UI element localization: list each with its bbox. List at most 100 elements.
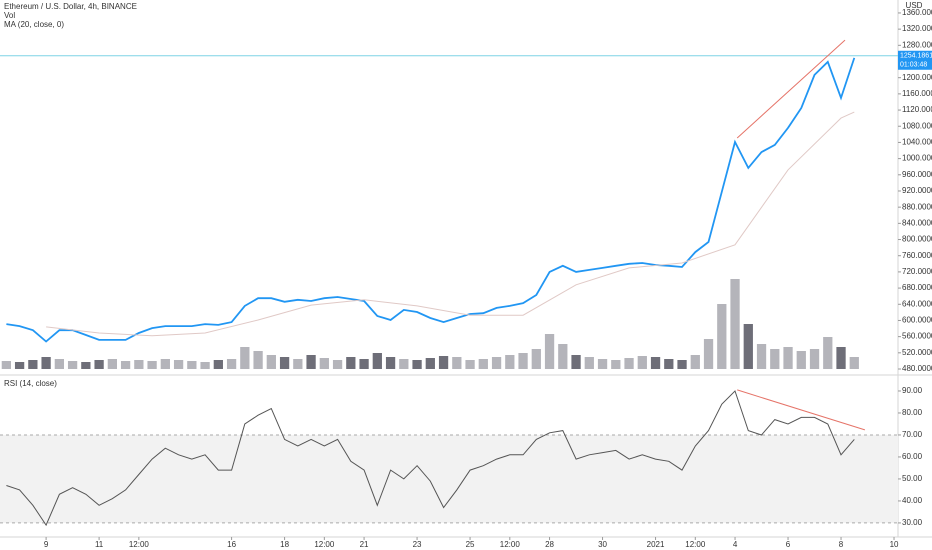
y-tick-label: 1280.000000 [902,40,932,49]
volume-bar [346,357,356,369]
trendline [736,39,846,139]
volume-bar [703,339,714,369]
rsi-title: RSI (14, close) [4,379,57,388]
legend-entry: Vol [4,11,15,20]
volume-bar [544,334,555,369]
y-tick-label: 760.000000 [902,251,932,260]
volume-bar [425,358,435,369]
volume-bar [372,353,382,369]
y-tick-label: 640.000000 [902,299,932,308]
y-tick-label: 800.000000 [902,235,932,244]
volume-bar [134,360,144,369]
y-tick-label: 960.000000 [902,170,932,179]
volume-bar [717,304,727,369]
y-tick-label: 520.000000 [902,348,932,357]
legend-entry: MA (20, close, 0) [4,20,64,29]
volume-bar [67,361,78,369]
volume-bar [266,355,276,369]
volume-bar [412,360,422,369]
volume-bar [664,359,674,369]
volume-bar [279,357,290,369]
volume-bar [637,356,647,369]
y-tick-label: 1080.000000 [902,121,932,130]
y-tick-label: 1160.000000 [902,89,932,98]
countdown: 01:03:48 [900,62,927,69]
ma-line [46,111,855,337]
volume-bar [518,353,528,369]
y-tick-label: 60.00 [902,452,923,461]
volume-bar [491,357,502,369]
volume-bar [213,360,223,369]
volume-bar [505,355,515,369]
volume-bar [81,362,91,369]
y-tick-label: 50.00 [902,474,923,483]
volume-bar [770,349,780,369]
volume-bar [558,344,568,369]
volume-bar [743,324,753,369]
volume-bar [783,347,793,369]
volume-bar [478,359,488,369]
y-tick-label: 30.00 [902,518,923,527]
y-tick-label: 70.00 [902,430,923,439]
volume-bar [438,356,449,369]
volume-bar [597,359,608,369]
x-tick-label: 2021 [647,540,665,549]
y-tick-label: 480.000000 [902,364,932,373]
volume-bar [306,355,316,369]
volume-bar [332,360,343,369]
x-tick-label: 25 [466,540,475,549]
price-badge-label: 1254.186117 [900,53,932,60]
y-tick-label: 80.00 [902,408,923,417]
volume-bar [107,359,117,369]
volume-bar [849,357,859,369]
x-tick-label: 28 [545,540,554,549]
y-tick-label: 880.000000 [902,202,932,211]
x-tick-label: 12:00 [685,540,706,549]
volume-bar [28,360,38,369]
volume-bar [41,357,51,369]
x-tick-label: 11 [95,540,104,549]
x-tick-label: 8 [839,540,844,549]
chart-title: Ethereum / U.S. Dollar, 4h, BINANCE [4,2,137,11]
volume-bar [385,357,396,369]
trendline [737,389,866,431]
y-axis-label: USD [906,1,923,10]
x-tick-label: 16 [227,540,236,549]
price-line [6,57,856,343]
volume-bar [677,360,687,369]
volume-bar [319,358,329,369]
volume-bar [240,347,250,369]
volume-bar [147,361,157,369]
x-tick-label: 30 [598,540,607,549]
volume-bar [14,362,25,369]
volume-bar [399,359,409,369]
volume-bar [611,360,621,369]
y-tick-label: 1360.000000 [902,8,932,17]
y-tick-label: 600.000000 [902,316,932,325]
volume-bar [650,357,661,369]
volume-bar [531,349,541,369]
y-tick-label: 90.00 [902,386,923,395]
y-tick-label: 680.000000 [902,283,932,292]
volume-bar [624,358,634,369]
volume-bar [226,359,237,369]
volume-bar [253,351,263,369]
y-tick-label: 1200.000000 [902,73,932,82]
rsi-band [0,434,898,523]
y-tick-label: 40.00 [902,496,923,505]
y-tick-label: 560.000000 [902,332,932,341]
volume-bar [1,361,11,369]
y-tick-label: 1040.000000 [902,138,932,147]
volume-bar [809,349,820,369]
x-tick-label: 12:00 [129,540,150,549]
y-tick-label: 720.000000 [902,267,932,276]
y-tick-label: 840.000000 [902,218,932,227]
volume-bar [94,360,104,369]
price-badge [898,50,932,70]
volume-bar [796,351,806,369]
volume-bar [200,362,210,369]
volume-bar [730,279,740,369]
x-tick-label: 21 [360,540,369,549]
volume-bar [293,359,303,369]
